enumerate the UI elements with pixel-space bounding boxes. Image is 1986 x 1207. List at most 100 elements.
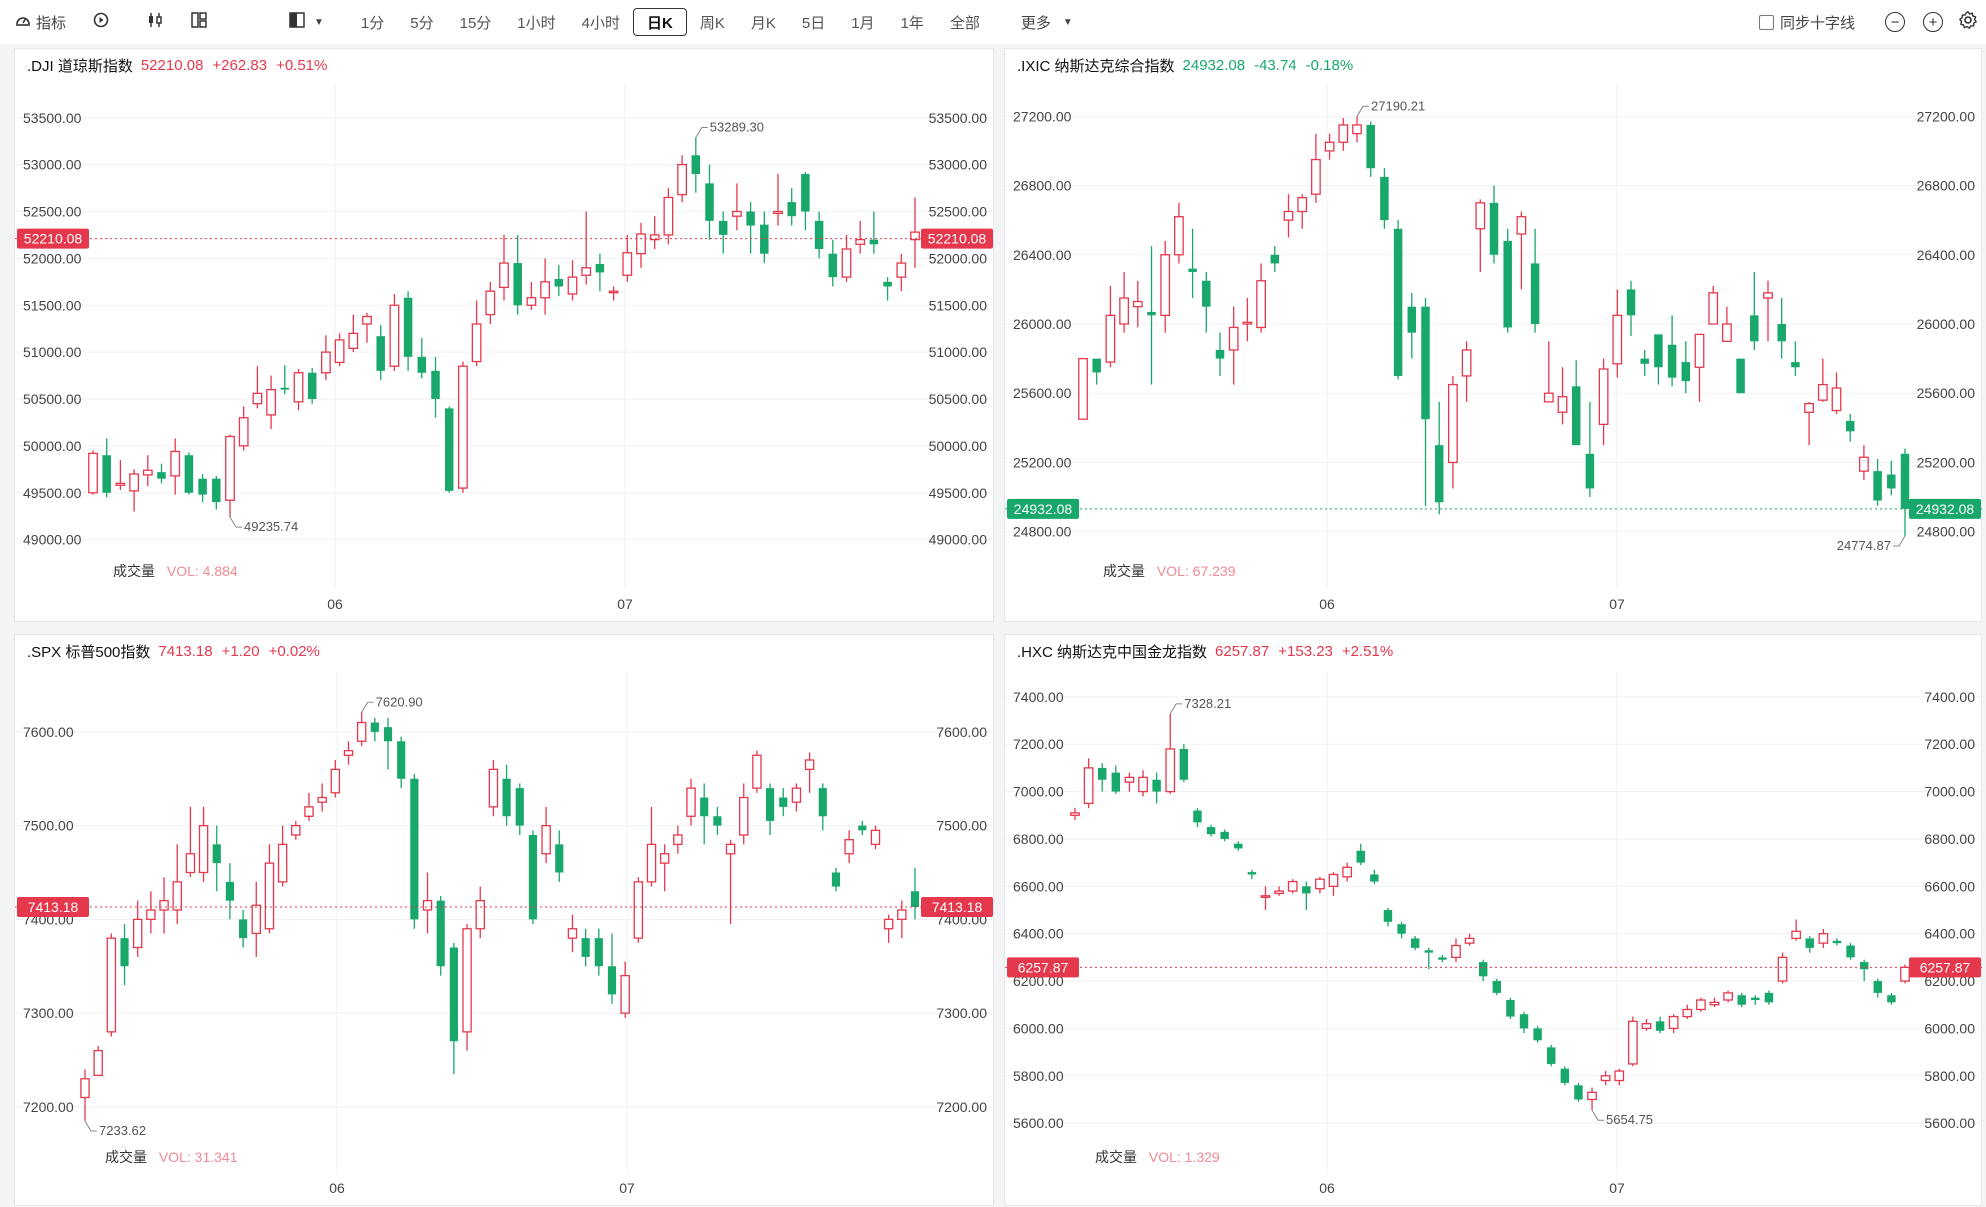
y-tick-label-right: 50000.00 xyxy=(929,438,988,454)
candlestick-chart[interactable]: 53500.00 53500.00 53000.00 53000.00 52500.00… xyxy=(15,49,995,623)
more-label: 更多 xyxy=(1020,14,1051,32)
candle-body-up xyxy=(1132,300,1143,308)
candle-body-down xyxy=(1750,315,1759,342)
candle-body-down xyxy=(1206,827,1216,835)
candle-body-up xyxy=(1297,197,1308,213)
candle-body-down xyxy=(212,478,221,503)
candle-body-up xyxy=(458,365,468,489)
zoom-in-icon[interactable]: + xyxy=(1923,12,1943,32)
candle-body-up xyxy=(132,918,143,949)
candle-body-up xyxy=(1174,216,1184,256)
candle-body-down xyxy=(858,825,867,831)
candle-body-down xyxy=(691,155,701,174)
last-price-tag-right-text: 24932.08 xyxy=(1916,501,1975,517)
timeframe-tab[interactable]: 1年 xyxy=(900,14,924,32)
y-tick-label-left: 6400.00 xyxy=(1013,926,1064,942)
candle-body-up xyxy=(659,853,670,864)
candle-body-up xyxy=(170,450,181,477)
candle-body-up xyxy=(567,928,578,939)
candle-body-down xyxy=(444,408,454,491)
timeframe-tab[interactable]: 5分 xyxy=(410,14,434,32)
timeframe-tab[interactable]: 1月 xyxy=(851,14,875,32)
candle-body-up xyxy=(1543,392,1554,403)
panel-header: .SPX 标普500指数 7413.18 +1.20 +0.02% xyxy=(27,635,329,667)
candle-body-down xyxy=(1560,1068,1570,1083)
timeframe-tab[interactable]: 4小时 xyxy=(581,14,620,32)
volume-value: VOL: 67.239 xyxy=(1156,563,1236,579)
chart-panel-hxc[interactable]: .HXC 纳斯达克中国金龙指数 6257.87 +153.23 +2.51% 7… xyxy=(1004,634,1983,1207)
low-marker-line xyxy=(1893,535,1906,547)
candle-body-up xyxy=(1804,402,1814,413)
timeframe-tab[interactable]: 5日 xyxy=(801,14,826,32)
candle-body-down xyxy=(1247,872,1257,875)
replay-button[interactable] xyxy=(84,7,122,37)
y-tick-label-right: 7500.00 xyxy=(936,818,987,834)
candle-body-up xyxy=(330,768,341,794)
timeframe-tab[interactable]: 1分 xyxy=(360,14,385,32)
more-dropdown[interactable]: 更多 ▼ xyxy=(1013,7,1081,37)
candle-body-up xyxy=(1260,895,1271,898)
candle-body-down xyxy=(1202,280,1211,307)
candle-body-up xyxy=(1165,748,1176,793)
candle-body-up xyxy=(304,806,314,817)
sync-crosshair-toggle[interactable]: 同步十字线 xyxy=(1751,7,1863,37)
candle-body-down xyxy=(1193,810,1202,823)
y-tick-label-right: 6600.00 xyxy=(1924,878,1975,894)
sync-crosshair-checkbox[interactable] xyxy=(1758,14,1774,30)
chart-panel-ixic[interactable]: .IXIC 纳斯达克综合指数 24932.08 -43.74 -0.18% 27… xyxy=(1004,48,1983,623)
candle-body-up xyxy=(321,351,331,374)
candle-body-up xyxy=(1818,933,1829,944)
candle-body-down xyxy=(1805,938,1814,948)
volume-label: 成交量 xyxy=(1095,1149,1137,1165)
x-tick-label: 07 xyxy=(619,1180,635,1196)
chart-panel-dji[interactable]: .DJI 道琼斯指数 52210.08 +262.83 +0.51% 53500… xyxy=(14,48,995,623)
candle-body-down xyxy=(607,966,617,995)
timeframe-tab[interactable]: 周K xyxy=(699,14,725,32)
layout-grid-icon xyxy=(190,11,208,34)
candle-body-up xyxy=(80,1078,90,1099)
candlestick-chart[interactable]: 27200.00 27200.00 26800.00 26800.00 26400.00… xyxy=(1005,49,1983,623)
candle-body-down xyxy=(1667,344,1677,378)
last-price-tag-left xyxy=(17,897,89,918)
timeframe-tab[interactable]: 1小时 xyxy=(517,14,556,32)
candle-body-up xyxy=(422,899,433,911)
candle-body-down xyxy=(528,835,538,920)
candle-body-up xyxy=(841,248,852,278)
chart-panel-spx[interactable]: .SPX 标普500指数 7413.18 +1.20 +0.02% 7600.0… xyxy=(14,634,995,1207)
candle-body-up xyxy=(1342,866,1352,878)
timeframe-tab[interactable]: 15分 xyxy=(459,14,492,32)
high-marker-line xyxy=(1169,703,1183,715)
candle-body-up xyxy=(855,238,866,245)
volume-value: VOL: 1.329 xyxy=(1148,1149,1220,1165)
layout-button[interactable] xyxy=(182,7,220,37)
candle-body-down xyxy=(787,202,796,217)
candle-style-button[interactable] xyxy=(138,7,176,37)
gear-icon[interactable] xyxy=(1958,10,1978,34)
timeframe-tab[interactable]: 月K xyxy=(750,14,776,32)
candle-body-up xyxy=(804,759,815,771)
candlestick-chart[interactable]: 7400.00 7400.00 7200.00 7200.00 7000.00 7000.… xyxy=(1005,635,1983,1207)
zoom-out-icon[interactable]: − xyxy=(1885,12,1905,32)
candle-body-down xyxy=(1366,124,1375,169)
candle-body-down xyxy=(1438,957,1447,960)
timeframe-tab[interactable]: 日K xyxy=(632,8,687,36)
candle-body-up xyxy=(488,768,499,808)
timeframe-tab[interactable]: 全部 xyxy=(949,14,980,32)
candle-body-down xyxy=(883,281,892,287)
indicator-button[interactable]: 指标 xyxy=(6,7,74,37)
candle-body-down xyxy=(370,722,379,732)
y-tick-label-left: 7200.00 xyxy=(1013,736,1064,752)
candle-body-down xyxy=(1410,938,1420,948)
y-tick-label-left: 25600.00 xyxy=(1013,385,1072,401)
candle-body-down xyxy=(1092,358,1101,373)
y-tick-label-left: 50000.00 xyxy=(23,438,82,454)
y-tick-label-left: 49500.00 xyxy=(23,485,82,501)
candle-body-down xyxy=(1737,995,1746,1005)
candle-body-up xyxy=(1451,944,1461,959)
candle-body-up xyxy=(1124,776,1135,783)
candle-body-down xyxy=(700,797,709,817)
y-tick-label-right: 6000.00 xyxy=(1924,1020,1975,1036)
x-tick-label: 07 xyxy=(1609,596,1625,612)
panel-split-dropdown[interactable]: ▼ xyxy=(280,7,332,37)
